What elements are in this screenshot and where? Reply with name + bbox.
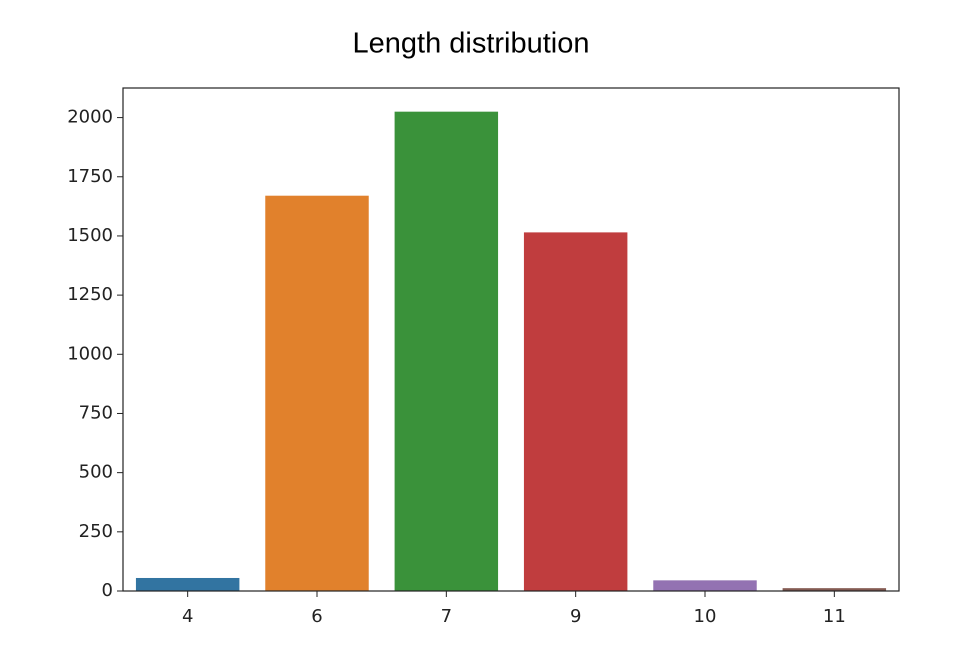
bar [135, 577, 240, 591]
chart-title: Length distribution [353, 28, 590, 60]
bar [653, 580, 757, 591]
y-tick-label: 250 [79, 521, 113, 542]
y-tick-label: 0 [102, 580, 113, 601]
x-tick-label: 11 [823, 606, 846, 627]
bar [782, 588, 887, 591]
y-tick-label: 1250 [67, 284, 113, 305]
x-tick-label: 9 [570, 606, 581, 627]
y-tick-label: 1750 [67, 166, 113, 187]
plot-frame [122, 87, 900, 592]
y-tick-label: 1500 [67, 225, 113, 246]
x-tick-label: 10 [694, 606, 717, 627]
x-tick-label: 6 [311, 606, 322, 627]
y-tick-label: 500 [79, 462, 113, 483]
y-tick-label: 750 [79, 402, 113, 423]
x-tick-label: 7 [441, 606, 452, 627]
bar [394, 111, 499, 591]
bar [265, 195, 369, 591]
y-tick-label: 2000 [67, 107, 113, 128]
x-tick-label: 4 [182, 606, 193, 627]
bar [523, 232, 628, 591]
y-tick-label: 1000 [67, 343, 113, 364]
